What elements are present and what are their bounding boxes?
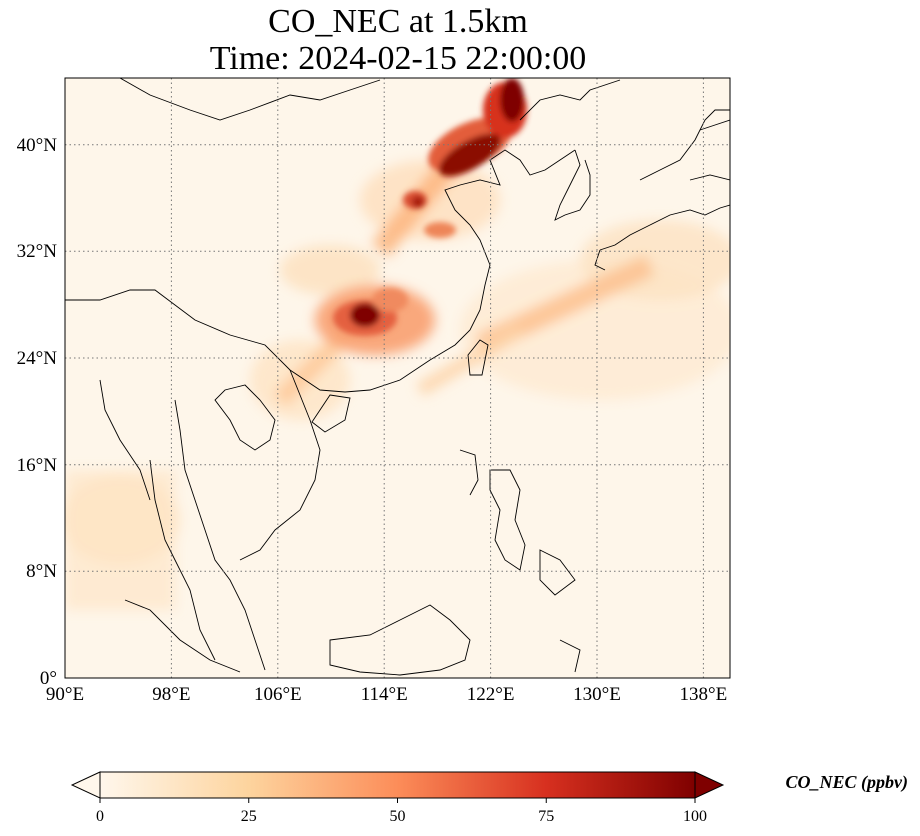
colorbar-label: CO_NEC (ppbv) — [786, 772, 909, 793]
lat-tick-32n: 32°N — [17, 241, 58, 262]
map-title-line1: CO_NEC at 1.5km — [268, 3, 528, 40]
lon-tick-98e: 98°E — [152, 684, 190, 705]
lat-tick-40n: 40°N — [17, 135, 58, 156]
lat-tick-labels: 0° 8°N 16°N 24°N 32°N 40°N — [17, 135, 58, 689]
lat-tick-24n: 24°N — [17, 348, 58, 369]
colorbar-tick-0: 0 — [96, 808, 104, 825]
map-panel — [65, 78, 730, 678]
lon-tick-labels: 90°E 98°E 106°E 114°E 122°E 130°E 138°E — [46, 684, 727, 705]
map-frame — [64, 77, 731, 679]
lon-tick-138e: 138°E — [680, 684, 728, 705]
colorbar-tick-100: 100 — [683, 808, 707, 825]
lon-tick-106e: 106°E — [254, 684, 302, 705]
gridlines — [65, 78, 730, 678]
lat-tick-8n: 8°N — [26, 561, 57, 582]
coastlines — [65, 78, 730, 676]
colorbar-tick-25: 25 — [241, 808, 257, 825]
lat-tick-16n: 16°N — [17, 455, 58, 476]
lon-tick-122e: 122°E — [467, 684, 515, 705]
colorbar-tick-50: 50 — [390, 808, 406, 825]
lon-tick-130e: 130°E — [573, 684, 621, 705]
lon-tick-90e: 90°E — [46, 684, 84, 705]
map-title-line2: Time: 2024-02-15 22:00:00 — [209, 40, 587, 77]
colorbar-gradient — [99, 771, 696, 799]
lat-tick-0: 0° — [40, 668, 57, 689]
colorbar: 0 25 50 75 100 CO_NEC (ppbv) — [70, 771, 909, 825]
lon-tick-114e: 114°E — [361, 684, 408, 705]
colorbar-extend-max — [694, 771, 725, 799]
colorbar-tick-75: 75 — [538, 808, 554, 825]
colorbar-extend-min — [70, 771, 101, 799]
